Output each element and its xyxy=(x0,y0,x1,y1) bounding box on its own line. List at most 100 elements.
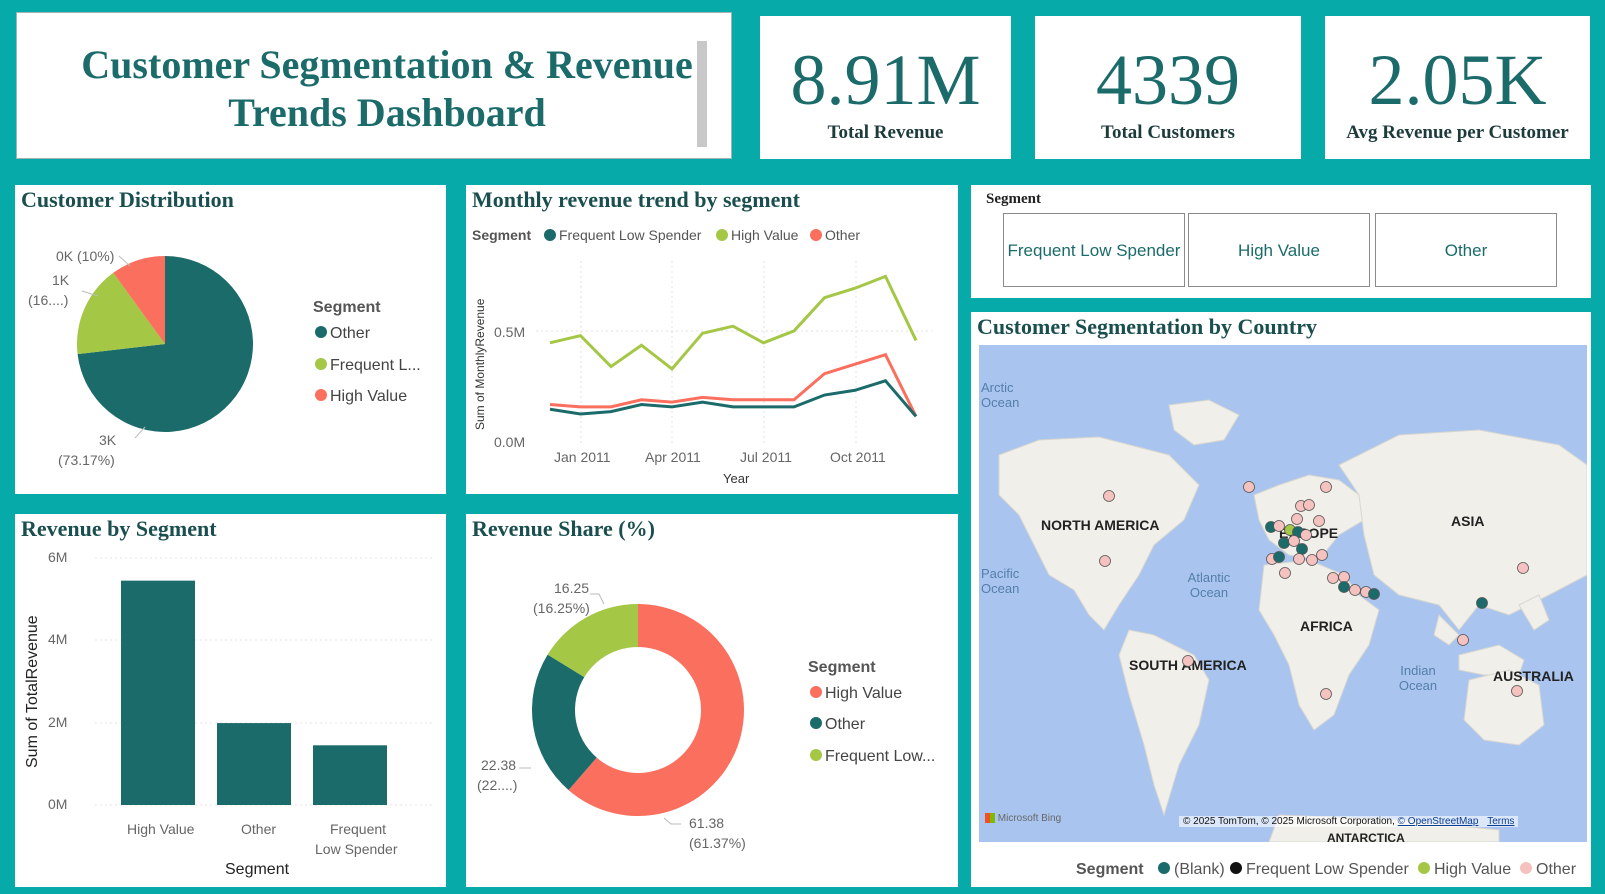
title-scrollbar[interactable] xyxy=(697,41,707,147)
map-marker[interactable] xyxy=(1278,537,1290,549)
donut-label-hv-pct: (61.37%) xyxy=(689,835,746,851)
map-label-australia: AUSTRALIA xyxy=(1493,668,1574,684)
map-marker[interactable] xyxy=(1457,634,1469,646)
pie-slice-other[interactable] xyxy=(77,256,253,432)
map-marker[interactable] xyxy=(1476,597,1488,609)
x-tick: Jul 2011 xyxy=(740,449,792,465)
map-marker[interactable] xyxy=(1273,520,1285,532)
legend-marker-hv xyxy=(716,229,728,241)
pie-label-fls-value: 1K xyxy=(52,272,70,288)
kpi-value: 8.91M xyxy=(790,40,981,120)
map-marker[interactable] xyxy=(1320,481,1332,493)
title-line-1: Customer Segmentation & Revenue xyxy=(81,42,693,87)
y-tick: 2M xyxy=(48,714,67,730)
map-marker[interactable] xyxy=(1182,655,1194,667)
segment-slicer[interactable]: Segment Frequent Low Spender High Value … xyxy=(971,185,1591,298)
map-label-north-america: NORTH AMERICA xyxy=(1041,517,1160,533)
pie-slice-frequent-low-spender[interactable] xyxy=(77,272,165,355)
legend-title: Segment xyxy=(1076,861,1144,878)
trend-line-high-value[interactable] xyxy=(549,274,918,371)
kpi-avg-revenue: 2.05K Avg Revenue per Customer xyxy=(1325,16,1590,159)
visual-title: Customer Segmentation by Country xyxy=(977,314,1317,339)
map-canvas[interactable]: NORTH AMERICA SOUTH AMERICA EUROPE AFRIC… xyxy=(979,345,1587,842)
legend-marker-fls xyxy=(315,358,327,370)
title-line-2: Trends Dashboard xyxy=(228,90,546,135)
y-axis-label: Sum of MonthlyRevenue xyxy=(473,298,487,430)
map-marker[interactable] xyxy=(1303,499,1315,511)
legend-item-other: Other xyxy=(825,716,866,733)
map-marker[interactable] xyxy=(1349,584,1361,596)
legend-title: Segment xyxy=(472,227,531,243)
x-axis-label: Year xyxy=(723,471,750,486)
country-map-visual[interactable]: Customer Segmentation by Country NORTH A… xyxy=(971,312,1591,887)
legend-marker-fls xyxy=(810,749,822,761)
pie-label-other-pct: (73.17%) xyxy=(58,452,115,468)
revenue-by-segment-chart: 6M 4M 2M 0M High Value Other Frequent Lo… xyxy=(24,549,435,878)
x-axis-label: Segment xyxy=(225,861,290,878)
bar-frequent-low-spender[interactable] xyxy=(313,745,387,805)
map-marker[interactable] xyxy=(1291,513,1303,525)
map-marker[interactable] xyxy=(1293,553,1305,565)
map-marker[interactable] xyxy=(1103,490,1115,502)
trend-line-frequent-low-spender[interactable] xyxy=(549,379,918,418)
map-marker[interactable] xyxy=(1517,562,1529,574)
donut-slice-high-value[interactable] xyxy=(568,604,744,816)
donut-label-other-value: 22.38 xyxy=(481,757,516,773)
revenue-by-segment-visual[interactable]: Revenue by Segment 6M 4M 2M 0M High Valu… xyxy=(15,514,446,887)
terms-link[interactable]: Terms xyxy=(1487,816,1515,827)
monthly-trend-visual[interactable]: Monthly revenue trend by segment Segment… xyxy=(466,185,958,494)
visual-title: Revenue by Segment xyxy=(21,516,217,541)
map-marker[interactable] xyxy=(1243,481,1255,493)
map-marker[interactable] xyxy=(1316,549,1328,561)
bar-other[interactable] xyxy=(217,723,291,805)
map-marker[interactable] xyxy=(1306,554,1318,566)
y-tick: 0M xyxy=(48,796,67,812)
map-marker[interactable] xyxy=(1296,543,1308,555)
legend-item-other: Other xyxy=(825,227,860,243)
map-marker[interactable] xyxy=(1313,515,1325,527)
donut-label-fls-pct: (16.25%) xyxy=(533,600,590,616)
map-marker[interactable] xyxy=(1511,685,1523,697)
map-markers xyxy=(1099,481,1529,700)
visual-title: Revenue Share (%) xyxy=(472,516,655,541)
map-marker[interactable] xyxy=(1288,535,1300,547)
map-marker[interactable] xyxy=(1300,529,1312,541)
map-marker[interactable] xyxy=(1273,551,1285,563)
slicer-option-high-value[interactable]: High Value xyxy=(1188,213,1370,287)
donut-slice-other[interactable] xyxy=(532,654,597,791)
y-axis-label: Sum of TotalRevenue xyxy=(24,615,41,768)
kpi-value: 2.05K xyxy=(1368,40,1547,120)
bing-logo: Microsoft Bing xyxy=(985,813,1061,824)
map-marker[interactable] xyxy=(1368,588,1380,600)
pie-label-fls-pct: (16....) xyxy=(28,292,68,308)
trend-line-other[interactable] xyxy=(549,352,918,418)
slicer-title: Segment xyxy=(986,191,1041,207)
bar-high-value[interactable] xyxy=(121,580,195,805)
kpi-label: Total Customers xyxy=(1101,122,1235,143)
legend-marker-hv xyxy=(1418,862,1430,874)
x-tick: Low Spender xyxy=(315,841,398,857)
revenue-share-visual[interactable]: Revenue Share (%) 16.25 (16.25%) 22.38 (… xyxy=(466,514,958,887)
map-marker[interactable] xyxy=(1327,572,1339,584)
pie-slice-high-value[interactable] xyxy=(113,256,165,344)
legend-item-hv: High Value xyxy=(330,388,407,405)
map-marker[interactable] xyxy=(1320,688,1332,700)
kpi-total-revenue: 8.91M Total Revenue xyxy=(760,16,1011,159)
pie-label-other-value: 3K xyxy=(99,432,117,448)
map-marker[interactable] xyxy=(1338,581,1350,593)
map-marker[interactable] xyxy=(1338,571,1350,583)
customer-distribution-visual[interactable]: Customer Distribution 0K (10%) 1K (16...… xyxy=(15,185,446,494)
legend-item-fls: Frequent Low Spender xyxy=(559,227,702,243)
map-marker[interactable] xyxy=(1099,555,1111,567)
legend-marker-other xyxy=(810,717,822,729)
map-label-pacific: Pacific Ocean xyxy=(981,566,1020,596)
openstreetmap-link[interactable]: © OpenStreetMap xyxy=(1397,816,1479,827)
bing-label: Microsoft Bing xyxy=(997,813,1062,824)
x-tick: Other xyxy=(241,821,276,837)
slicer-option-other[interactable]: Other xyxy=(1375,213,1557,287)
donut-slice-frequent-low-spender[interactable] xyxy=(547,604,638,678)
slicer-option-frequent-low-spender[interactable]: Frequent Low Spender xyxy=(1003,213,1185,287)
map-marker[interactable] xyxy=(1279,567,1291,579)
attribution-text: © 2025 TomTom, © 2025 Microsoft Corporat… xyxy=(1183,816,1395,827)
dashboard-title-card: Customer Segmentation & Revenue Trends D… xyxy=(16,12,732,159)
